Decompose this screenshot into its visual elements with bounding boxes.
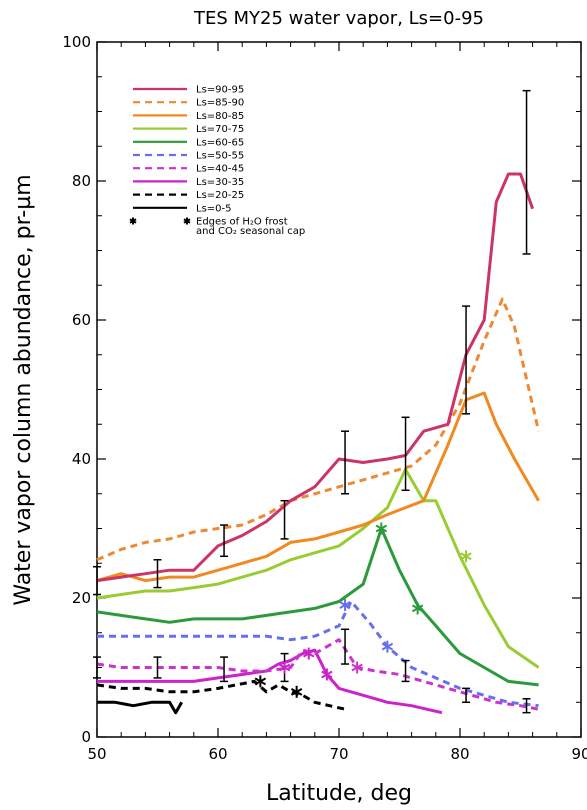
x-tick-label: 50 (87, 745, 106, 763)
legend-label: Ls=50-55 (196, 151, 244, 162)
legend: Ls=90-95 Ls=85-90 Ls=80-85 Ls=70-75 Ls=60-65… (130, 85, 305, 238)
legend-label: Ls=85-90 (196, 98, 244, 109)
error-bar (523, 91, 531, 254)
y-tick-label: 80 (72, 172, 91, 190)
series-line-ls-0-5 (97, 702, 182, 712)
legend-entry: Ls=60-65 (133, 137, 244, 148)
y-tick-label: 20 (72, 589, 91, 607)
legend-star-icon (130, 218, 136, 225)
cap-edge-marker (255, 675, 265, 687)
legend-label: Ls=20-25 (196, 190, 244, 201)
chart-title: TES MY25 water vapor, Ls=0-95 (193, 8, 484, 29)
y-tick-label: 60 (72, 311, 91, 329)
error-bar (341, 629, 349, 664)
series-lines (97, 174, 539, 713)
x-tick-label: 60 (208, 745, 227, 763)
legend-label: Ls=80-85 (196, 111, 244, 122)
legend-label: Ls=70-75 (196, 124, 244, 135)
cap-edge-marker (376, 523, 386, 535)
series-line-ls-40-45 (97, 640, 539, 710)
cap-edge-markers (255, 523, 471, 698)
legend-entry: Ls=85-90 (133, 98, 244, 109)
plot-frame (97, 42, 581, 737)
legend-entry: Ls=20-25 (133, 190, 244, 201)
x-tick-label: 70 (329, 745, 348, 763)
legend-label: Ls=40-45 (196, 164, 244, 175)
legend-entry: Ls=50-55 (133, 151, 244, 162)
y-axis-label: Water vapor column abundance, pr-µm (11, 174, 36, 605)
series-line-ls-85-90 (97, 299, 539, 560)
legend-entry: Ls=30-35 (133, 177, 244, 188)
series-line-ls-70-75 (97, 469, 539, 667)
y-tick-label: 0 (81, 728, 91, 746)
series-line-ls-90-95 (97, 174, 533, 581)
legend-label: Ls=60-65 (196, 137, 244, 148)
x-tick-label: 90 (571, 745, 587, 763)
y-tick-label: 100 (62, 33, 91, 51)
x-axis-label: Latitude, deg (266, 781, 412, 806)
legend-label: Ls=30-35 (196, 177, 244, 188)
y-tick-label: 40 (72, 450, 91, 468)
legend-note-line: and CO₂ seasonal cap (196, 226, 305, 237)
legend-entry: Ls=40-45 (133, 164, 244, 175)
legend-label: Ls=90-95 (196, 85, 244, 96)
legend-entry: Ls=80-85 (133, 111, 244, 122)
legend-label: Ls=0-5 (196, 203, 232, 214)
legend-entry: Ls=90-95 (133, 85, 244, 96)
legend-star-icon (184, 218, 190, 225)
legend-entry: Ls=70-75 (133, 124, 244, 135)
x-tick-label: 80 (450, 745, 469, 763)
legend-entry: Ls=0-5 (133, 203, 232, 214)
